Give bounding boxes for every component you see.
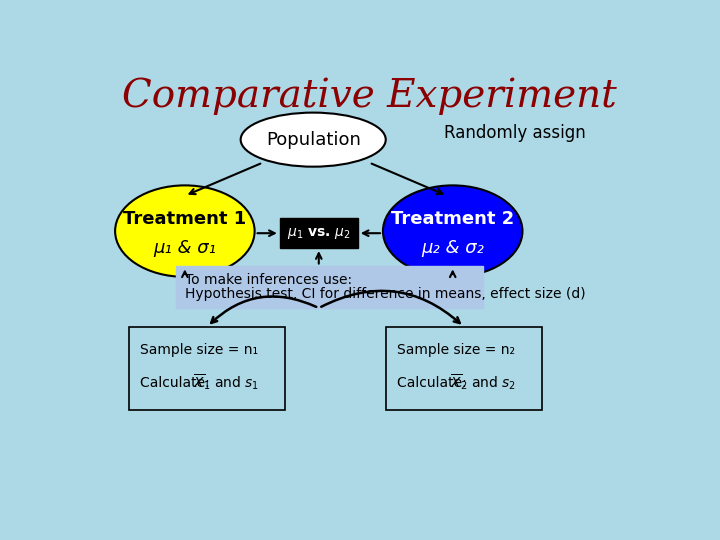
Text: To make inferences use:: To make inferences use: <box>185 273 352 287</box>
Ellipse shape <box>115 185 255 277</box>
Bar <box>279 218 358 248</box>
Text: Sample size = n₂: Sample size = n₂ <box>397 343 515 357</box>
Text: $\mu_1$ vs. $\mu_2$: $\mu_1$ vs. $\mu_2$ <box>287 226 351 241</box>
Text: $\overline{X}_2$ and $s_2$: $\overline{X}_2$ and $s_2$ <box>450 372 516 392</box>
Bar <box>129 327 285 410</box>
Text: Hypothesis test, CI for difference in means, effect size (d): Hypothesis test, CI for difference in me… <box>185 287 585 301</box>
Text: Treatment 1: Treatment 1 <box>123 210 246 228</box>
Text: Calculate:: Calculate: <box>397 376 475 390</box>
Text: Comparative Experiment: Comparative Experiment <box>122 77 616 115</box>
Bar <box>386 327 542 410</box>
Text: $\overline{X}_1$ and $s_1$: $\overline{X}_1$ and $s_1$ <box>193 372 259 392</box>
Text: μ₂ & σ₂: μ₂ & σ₂ <box>421 239 484 256</box>
Bar <box>176 266 483 308</box>
Text: Randomly assign: Randomly assign <box>444 124 586 143</box>
Ellipse shape <box>383 185 523 277</box>
Text: μ₁ & σ₁: μ₁ & σ₁ <box>153 239 216 256</box>
Text: Sample size = n₁: Sample size = n₁ <box>140 343 258 357</box>
Text: Calculate:: Calculate: <box>140 376 219 390</box>
Text: Treatment 2: Treatment 2 <box>391 210 514 228</box>
Text: Population: Population <box>266 131 361 149</box>
Ellipse shape <box>240 113 386 167</box>
